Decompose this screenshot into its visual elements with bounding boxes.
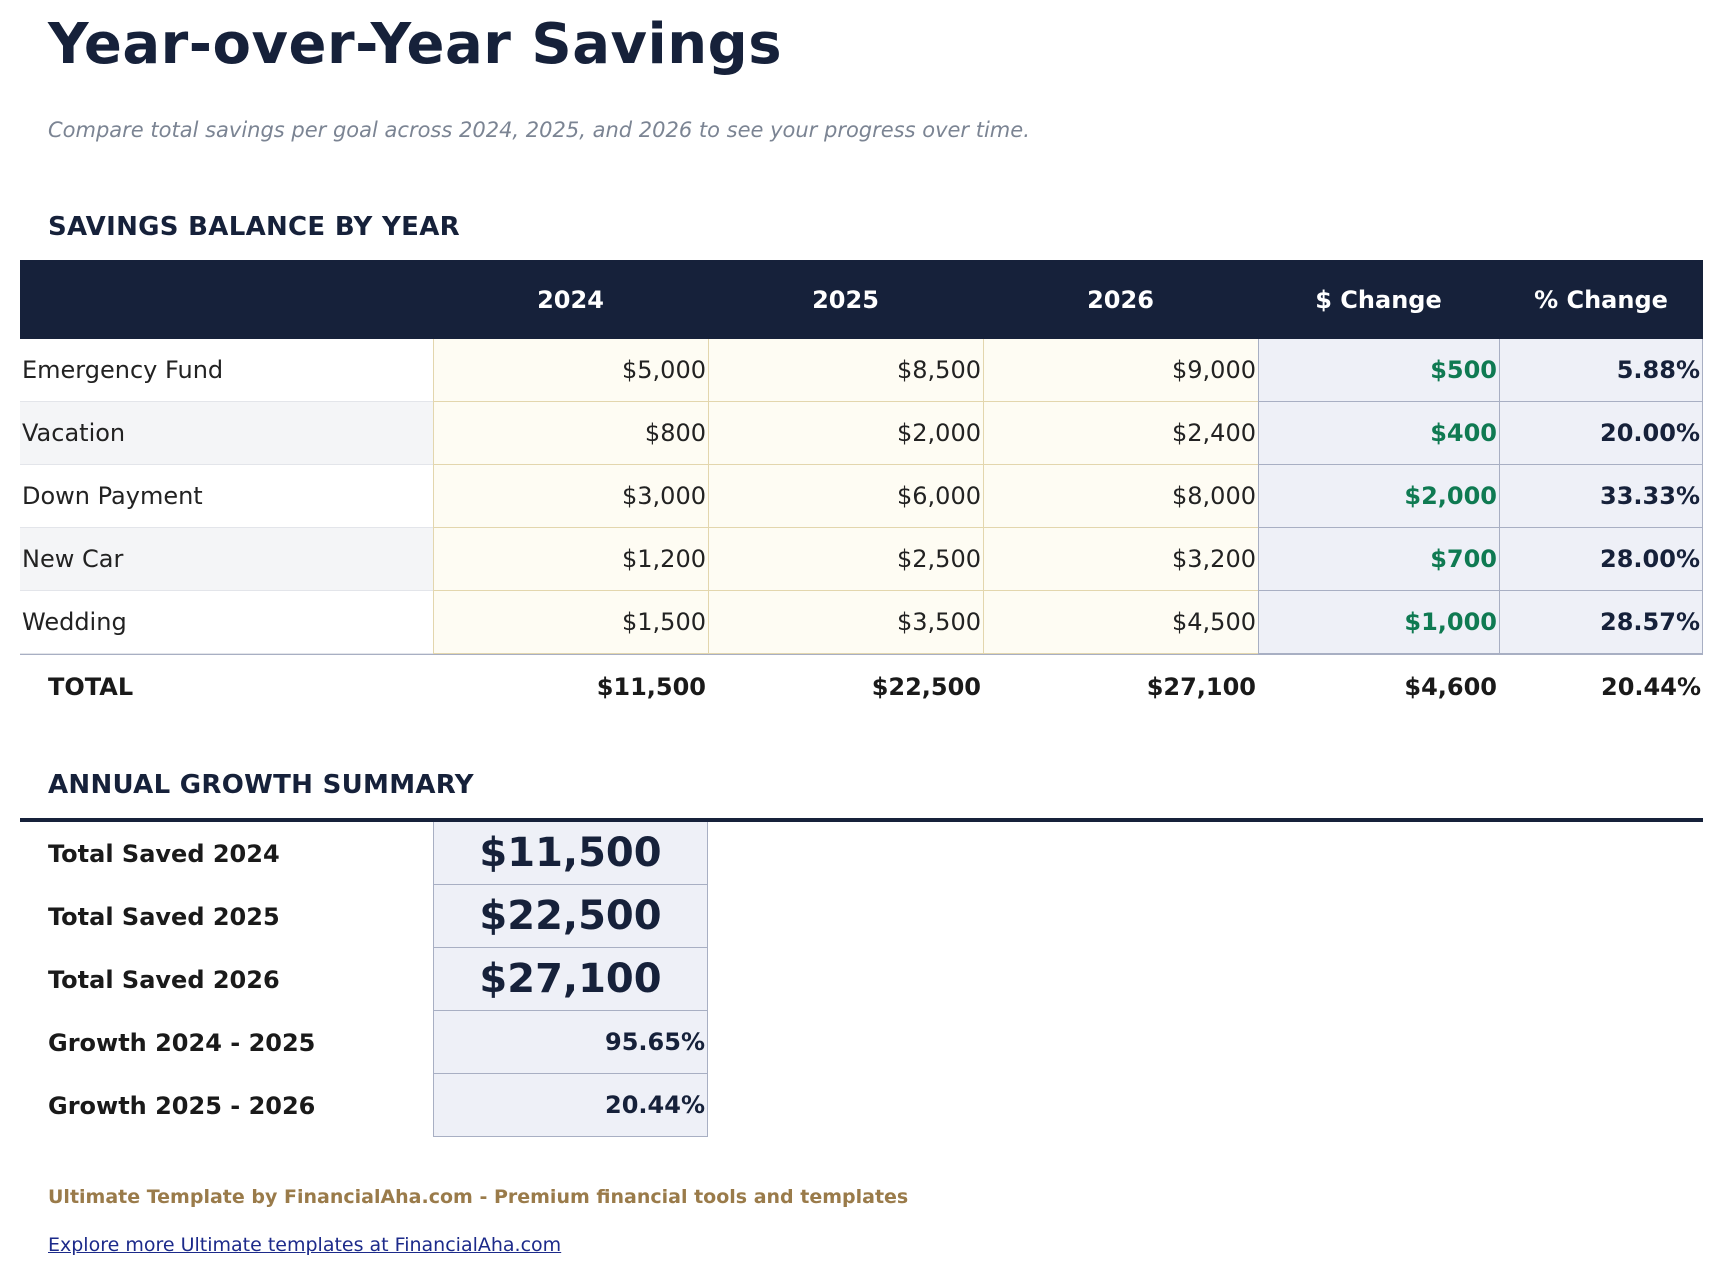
- summary-row: Total Saved 2025 $22,500: [20, 885, 1703, 948]
- explore-templates-link[interactable]: Explore more Ultimate templates at Finan…: [48, 1234, 562, 1256]
- dollar-change-cell[interactable]: $2,000: [1258, 465, 1499, 528]
- value-2026-cell[interactable]: $4,500: [983, 591, 1258, 654]
- value-2024-cell[interactable]: $1,200: [433, 528, 708, 591]
- table-header-row: 2024 2025 2026 $ Change % Change: [20, 260, 1703, 339]
- total-label: TOTAL: [48, 672, 134, 701]
- summary-row: Total Saved 2024 $11,500: [20, 822, 1703, 885]
- growth-summary-table: Total Saved 2024 $11,500 Total Saved 202…: [20, 818, 1703, 1137]
- value-2025-cell[interactable]: $2,000: [708, 402, 983, 465]
- total-2024[interactable]: $11,500: [596, 672, 706, 701]
- table-row: Wedding $1,500 $3,500 $4,500 $1,000 28.5…: [20, 591, 1703, 654]
- summary-row: Total Saved 2026 $27,100: [20, 948, 1703, 1011]
- dollar-change-cell[interactable]: $500: [1258, 339, 1499, 402]
- percent-change-cell[interactable]: 28.00%: [1499, 528, 1703, 591]
- total-row: TOTAL $11,500 $22,500 $27,100 $4,600 20.…: [20, 654, 1703, 718]
- header-dollar-change: $ Change: [1315, 285, 1442, 314]
- header-2025: 2025: [812, 285, 879, 314]
- percent-change-cell[interactable]: 20.00%: [1499, 402, 1703, 465]
- value-2024-cell[interactable]: $5,000: [433, 339, 708, 402]
- summary-value[interactable]: 95.65%: [433, 1011, 708, 1074]
- goal-cell[interactable]: Down Payment: [20, 465, 433, 528]
- value-2025-cell[interactable]: $6,000: [708, 465, 983, 528]
- goal-cell[interactable]: Wedding: [20, 591, 433, 654]
- summary-value[interactable]: $27,100: [433, 948, 708, 1011]
- total-2025[interactable]: $22,500: [871, 672, 981, 701]
- header-percent-change: % Change: [1534, 285, 1668, 314]
- table-row: Down Payment $3,000 $6,000 $8,000 $2,000…: [20, 465, 1703, 528]
- summary-label: Growth 2025 - 2026: [48, 1091, 316, 1120]
- table-row: Vacation $800 $2,000 $2,400 $400 20.00%: [20, 402, 1703, 465]
- value-2026-cell[interactable]: $9,000: [983, 339, 1258, 402]
- dollar-change-cell[interactable]: $700: [1258, 528, 1499, 591]
- table-row: New Car $1,200 $2,500 $3,200 $700 28.00%: [20, 528, 1703, 591]
- summary-row: Growth 2025 - 2026 20.44%: [20, 1074, 1703, 1137]
- summary-label: Growth 2024 - 2025: [48, 1028, 316, 1057]
- value-2024-cell[interactable]: $800: [433, 402, 708, 465]
- growth-summary-heading: ANNUAL GROWTH SUMMARY: [48, 770, 474, 800]
- value-2026-cell[interactable]: $3,200: [983, 528, 1258, 591]
- total-percent-change[interactable]: 20.44%: [1601, 672, 1701, 701]
- savings-balance-table: 2024 2025 2026 $ Change % Change Emergen…: [20, 260, 1703, 718]
- goal-cell[interactable]: New Car: [20, 528, 433, 591]
- summary-value[interactable]: $11,500: [433, 822, 708, 885]
- value-2026-cell[interactable]: $8,000: [983, 465, 1258, 528]
- goal-cell[interactable]: Emergency Fund: [20, 339, 433, 402]
- value-2026-cell[interactable]: $2,400: [983, 402, 1258, 465]
- percent-change-cell[interactable]: 5.88%: [1499, 339, 1703, 402]
- page-title: Year-over-Year Savings: [48, 12, 783, 77]
- summary-row: Growth 2024 - 2025 95.65%: [20, 1011, 1703, 1074]
- summary-value[interactable]: 20.44%: [433, 1074, 708, 1137]
- summary-label: Total Saved 2024: [48, 839, 280, 868]
- dollar-change-cell[interactable]: $400: [1258, 402, 1499, 465]
- dollar-change-cell[interactable]: $1,000: [1258, 591, 1499, 654]
- total-dollar-change[interactable]: $4,600: [1404, 672, 1497, 701]
- page-subtitle: Compare total savings per goal across 20…: [48, 118, 1030, 142]
- footer-credit: Ultimate Template by FinancialAha.com - …: [48, 1186, 909, 1208]
- percent-change-cell[interactable]: 33.33%: [1499, 465, 1703, 528]
- value-2025-cell[interactable]: $3,500: [708, 591, 983, 654]
- total-2026[interactable]: $27,100: [1146, 672, 1256, 701]
- summary-label: Total Saved 2026: [48, 965, 280, 994]
- value-2025-cell[interactable]: $8,500: [708, 339, 983, 402]
- value-2024-cell[interactable]: $1,500: [433, 591, 708, 654]
- goal-cell[interactable]: Vacation: [20, 402, 433, 465]
- percent-change-cell[interactable]: 28.57%: [1499, 591, 1703, 654]
- value-2025-cell[interactable]: $2,500: [708, 528, 983, 591]
- table-row: Emergency Fund $5,000 $8,500 $9,000 $500…: [20, 339, 1703, 402]
- header-2026: 2026: [1087, 285, 1154, 314]
- summary-value[interactable]: $22,500: [433, 885, 708, 948]
- summary-label: Total Saved 2025: [48, 902, 280, 931]
- value-2024-cell[interactable]: $3,000: [433, 465, 708, 528]
- header-2024: 2024: [537, 285, 604, 314]
- savings-balance-heading: SAVINGS BALANCE BY YEAR: [48, 212, 460, 242]
